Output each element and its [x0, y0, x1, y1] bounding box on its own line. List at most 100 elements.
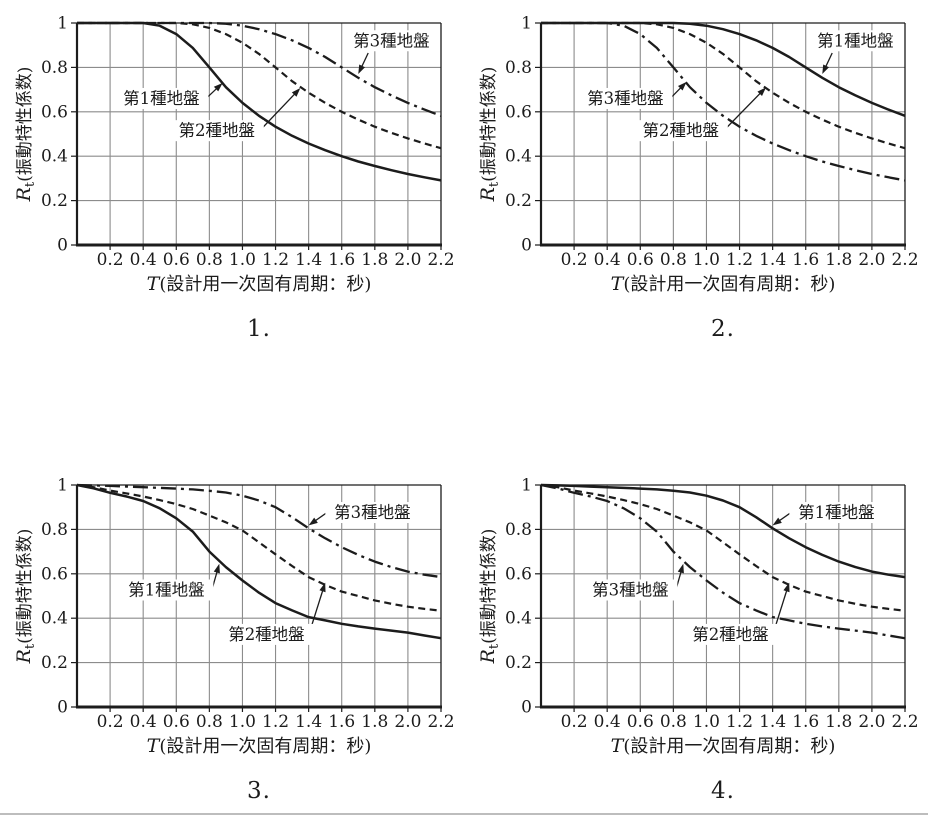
- curve-ground-type-3: [77, 21, 442, 117]
- x-tick-label: 1.2: [726, 250, 753, 270]
- arrowhead: [757, 87, 767, 97]
- y-tick-label: 0.6: [41, 102, 68, 122]
- series-label: 第1種地盤: [128, 581, 205, 600]
- x-tick-label: 0.6: [163, 712, 190, 732]
- y-tick-label: 0.4: [41, 609, 68, 629]
- y-tick-label: 0.2: [505, 191, 532, 211]
- y-tick-label: 0.6: [505, 564, 532, 584]
- y-axis-title: Rt(振動特性係数): [477, 529, 502, 665]
- x-tick-label: 2.0: [858, 712, 885, 732]
- x-tick-label: 1.2: [726, 712, 753, 732]
- x-tick-label: 0.6: [163, 250, 190, 270]
- x-tick-label: 1.6: [792, 250, 819, 270]
- series-label: 第1種地盤: [817, 31, 894, 50]
- x-axis-title: T(設計用一次固有周期：秒): [611, 735, 836, 757]
- x-tick-label: 0.2: [97, 712, 124, 732]
- y-tick-label: 0.8: [41, 520, 68, 540]
- y-tick-label: 0.6: [41, 564, 68, 584]
- series-label: 第3種地盤: [334, 503, 411, 522]
- y-tick-label: 1: [57, 14, 68, 34]
- series-label: 第1種地盤: [798, 503, 875, 522]
- series-label-bg: [808, 30, 903, 52]
- x-tick-label: 1.6: [328, 250, 355, 270]
- x-tick-label: 1.0: [693, 712, 720, 732]
- x-tick-label: 1.2: [262, 712, 289, 732]
- y-tick-label: 0: [521, 236, 532, 256]
- x-tick-label: 1.8: [361, 712, 388, 732]
- x-tick-label: 1.2: [262, 250, 289, 270]
- series-label-arrow: [725, 89, 764, 129]
- x-tick-label: 1.8: [825, 250, 852, 270]
- curve-ground-type-3: [540, 483, 906, 640]
- x-tick-label: 1.4: [295, 250, 322, 270]
- x-tick-label: 0.4: [130, 250, 157, 270]
- curve-ground-type-2: [540, 483, 906, 612]
- x-tick-label: 1.8: [361, 250, 388, 270]
- x-tick-label: 0.2: [561, 712, 588, 732]
- x-tick-label: 2.0: [394, 250, 421, 270]
- arrowhead: [213, 563, 220, 574]
- y-tick-label: 0.2: [41, 653, 68, 673]
- x-tick-label: 1.4: [295, 712, 322, 732]
- rt-vs-t-chart-4: 0.2 0.4 0.6 0.8 1.0 1.2 1.4 1.6 1.8 2.0 2.2 1 0.8 0.6…: [477, 476, 919, 758]
- series-label-arrow: [309, 586, 325, 631]
- x-tick-label: 2.2: [891, 712, 918, 732]
- series-label: 第3種地盤: [592, 581, 669, 600]
- rt-vs-t-chart-3: 0.2 0.4 0.6 0.8 1.0 1.2 1.4 1.6 1.8 2.0 2.2 1 0.8 0.6…: [13, 476, 455, 758]
- x-axis-title: T(設計用一次固有周期：秒): [147, 273, 372, 295]
- series-label-bg: [583, 579, 678, 601]
- series-label-bg: [789, 502, 884, 524]
- x-tick-label: 2.2: [427, 712, 454, 732]
- x-tick-label: 0.6: [627, 712, 654, 732]
- y-tick-label: 0: [57, 236, 68, 256]
- y-tick-label: 0: [57, 698, 68, 718]
- y-tick-label: 0.4: [505, 609, 532, 629]
- y-tick-label: 0.8: [41, 58, 68, 78]
- x-tick-label: 0.8: [660, 250, 687, 270]
- x-tick-label: 0.8: [196, 250, 223, 270]
- series-label-arrow: [773, 586, 789, 631]
- x-tick-label: 1.6: [328, 712, 355, 732]
- x-tick-label: 1.6: [792, 712, 819, 732]
- x-tick-label: 0.4: [130, 712, 157, 732]
- arrowhead: [822, 64, 830, 75]
- curve-ground-type-2: [76, 483, 442, 612]
- curve-ground-type-1: [76, 483, 442, 640]
- y-tick-label: 0: [521, 698, 532, 718]
- arrowhead: [308, 517, 318, 526]
- x-tick-label: 0.4: [594, 250, 621, 270]
- arrowhead: [678, 81, 687, 91]
- x-tick-label: 1.0: [229, 250, 256, 270]
- panel-number-2: 2.: [711, 316, 735, 342]
- x-tick-label: 0.2: [97, 250, 124, 270]
- x-tick-label: 0.2: [561, 250, 588, 270]
- series-label: 第2種地盤: [228, 625, 305, 644]
- chart-panel-3: 0.2 0.4 0.6 0.8 1.0 1.2 1.4 1.6 1.8 2.0 2.2 1 0.8 0.6…: [0, 462, 464, 816]
- curve-ground-type-1: [540, 483, 906, 579]
- x-tick-label: 2.0: [394, 712, 421, 732]
- y-tick-label: 0.4: [41, 147, 68, 167]
- arrowhead: [783, 582, 790, 593]
- curve-ground-type-3: [541, 21, 906, 182]
- series-label-arrow: [261, 90, 299, 129]
- y-tick-label: 1: [57, 476, 68, 496]
- panel-number-1: 1.: [247, 316, 271, 342]
- y-tick-label: 0.6: [505, 102, 532, 122]
- series-label-bg: [114, 87, 209, 109]
- x-tick-label: 2.0: [858, 250, 885, 270]
- y-axis-title: Rt(振動特性係数): [13, 67, 38, 203]
- series-label-bg: [119, 579, 214, 601]
- series-label: 第2種地盤: [643, 121, 720, 140]
- x-tick-label: 1.4: [759, 250, 786, 270]
- y-tick-label: 0.2: [41, 191, 68, 211]
- y-tick-label: 1: [521, 14, 532, 34]
- x-tick-label: 0.8: [660, 712, 687, 732]
- x-tick-label: 1.8: [825, 712, 852, 732]
- curve-ground-type-3: [76, 483, 442, 579]
- arrowhead: [358, 64, 366, 75]
- series-label: 第1種地盤: [123, 89, 200, 108]
- series-label-bg: [683, 623, 778, 645]
- panel-number-4: 4.: [711, 778, 735, 804]
- series-label: 第3種地盤: [353, 31, 430, 50]
